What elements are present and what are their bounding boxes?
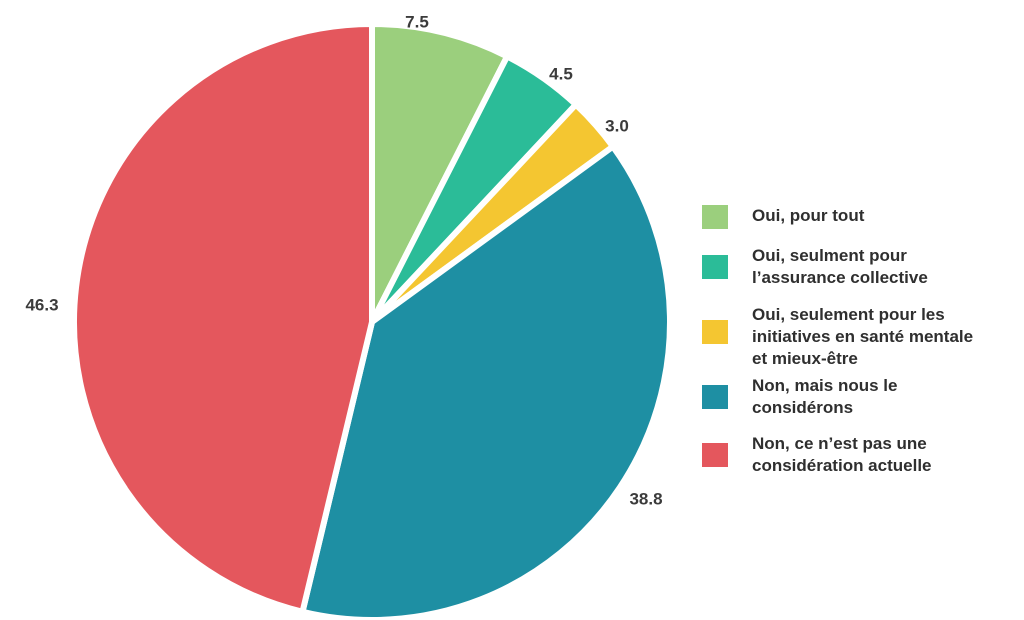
chart-legend: Oui, pour tout Oui, seulment pour l’assu… <box>702 0 1022 620</box>
legend-label: Non, ce n’est pas une considération actu… <box>752 434 932 475</box>
legend-swatch <box>702 205 728 229</box>
slice-value-label: 3.0 <box>605 116 629 135</box>
slice-value-label: 46.3 <box>25 295 58 314</box>
legend-item: Non, ce n’est pas une considération actu… <box>702 433 1002 477</box>
legend-label: Oui, seulement pour les initiatives en s… <box>752 305 974 368</box>
slice-value-label: 4.5 <box>549 64 573 83</box>
legend-label: Oui, pour tout <box>752 206 865 225</box>
legend-item: Non, mais nous le considérons <box>702 375 1002 419</box>
legend-label: Oui, seulment pour l’assurance collectiv… <box>752 246 928 287</box>
pie-slice <box>369 20 512 324</box>
legend-item: Oui, seulement pour les initiatives en s… <box>702 304 1002 370</box>
legend-item: Oui, seulment pour l’assurance collectiv… <box>702 245 1002 289</box>
value-labels: 7.5 4.5 3.0 38.8 46.3 <box>25 12 662 508</box>
pie-slices <box>70 20 673 620</box>
legend-item: Oui, pour tout <box>702 205 1002 229</box>
legend-swatch <box>702 443 728 467</box>
slice-value-label: 7.5 <box>405 12 429 31</box>
legend-swatch <box>702 385 728 409</box>
legend-label: Non, mais nous le considérons <box>752 376 898 417</box>
pie-slice <box>298 142 673 620</box>
pie-slice <box>70 20 375 616</box>
legend-swatch <box>702 320 728 344</box>
legend-swatch <box>702 255 728 279</box>
slice-value-label: 38.8 <box>629 489 662 508</box>
